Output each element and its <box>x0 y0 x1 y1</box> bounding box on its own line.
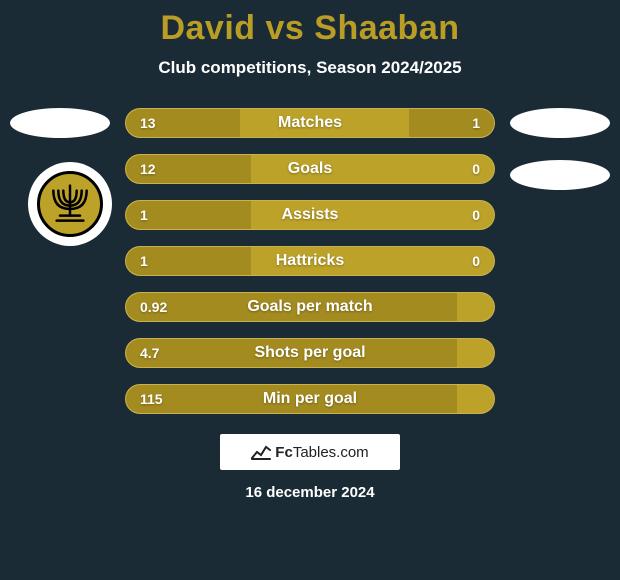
stat-value-right: 0 <box>472 201 480 229</box>
stat-value-left: 1 <box>140 201 148 229</box>
stat-value-right: 0 <box>472 247 480 275</box>
player1-badge-placeholder <box>10 108 110 138</box>
stat-label: Goals per match <box>126 293 494 321</box>
brand-dotcom: .com <box>336 444 369 461</box>
stat-value-left: 12 <box>140 155 156 183</box>
menorah-icon <box>45 179 95 229</box>
player1-club-crest <box>28 162 112 246</box>
page-title: David vs Shaaban <box>0 9 620 48</box>
stat-label: Hattricks <box>126 247 494 275</box>
stat-label: Matches <box>126 109 494 137</box>
stat-row: Goals12 0 <box>125 154 495 184</box>
stat-row: Hattricks1 0 <box>125 246 495 276</box>
player1-name: David <box>160 9 255 47</box>
stat-value-right: 1 <box>472 109 480 137</box>
content-area: Matches131Goals120Assists10Hattricks10Go… <box>0 108 620 501</box>
stat-label: Goals <box>126 155 494 183</box>
player2-badge-placeholder <box>510 108 610 138</box>
brand-box: FcTables.com <box>220 434 400 470</box>
crest-inner <box>37 171 103 237</box>
stat-value-left: 115 <box>140 385 163 413</box>
stat-value-left: 0.92 <box>140 293 167 321</box>
comparison-card: David vs Shaaban Club competitions, Seas… <box>0 0 620 580</box>
stat-row: Min per goal115 <box>125 384 495 414</box>
vs-word: vs <box>266 9 305 47</box>
brand-text: FcTables.com <box>275 444 368 461</box>
stat-value-right: 0 <box>472 155 480 183</box>
stat-label: Shots per goal <box>126 339 494 367</box>
brand-fc: Fc <box>275 444 293 461</box>
stat-row: Matches13 1 <box>125 108 495 138</box>
stat-label: Assists <box>126 201 494 229</box>
stat-row: Shots per goal4.7 <box>125 338 495 368</box>
stat-row: Assists1 0 <box>125 200 495 230</box>
comparison-date: 16 december 2024 <box>0 484 620 501</box>
stat-value-left: 13 <box>140 109 156 137</box>
player2-club-placeholder <box>510 160 610 190</box>
brand-tables: Tables <box>293 444 336 461</box>
stat-row: Goals per match0.92 <box>125 292 495 322</box>
stat-label: Min per goal <box>126 385 494 413</box>
subtitle: Club competitions, Season 2024/2025 <box>0 58 620 78</box>
stat-rows: Matches131Goals120Assists10Hattricks10Go… <box>125 108 495 414</box>
stat-value-left: 1 <box>140 247 148 275</box>
stat-value-left: 4.7 <box>140 339 159 367</box>
chart-icon <box>251 444 271 460</box>
player2-name: Shaaban <box>314 9 459 47</box>
